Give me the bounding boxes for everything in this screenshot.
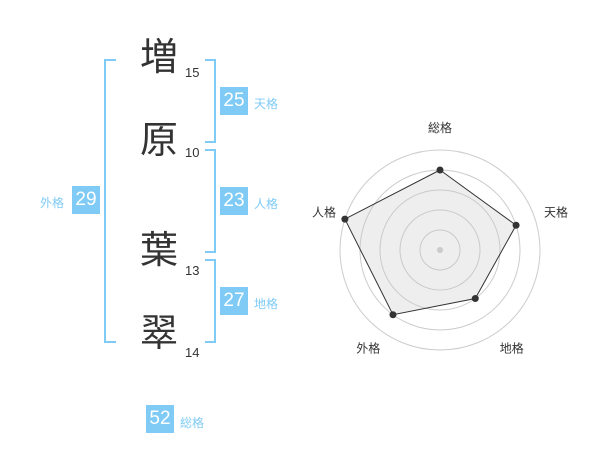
jinkaku-value: 23 bbox=[220, 187, 248, 215]
radar-center bbox=[437, 247, 443, 253]
character-3: 葉 bbox=[140, 228, 179, 272]
radar-ring bbox=[399, 209, 481, 291]
radar-ring bbox=[379, 189, 501, 311]
character-4: 翠 bbox=[140, 311, 179, 355]
character-1: 増 bbox=[140, 35, 179, 79]
radar-point bbox=[341, 215, 349, 223]
radar-point bbox=[471, 295, 479, 303]
tenkaku-value: 25 bbox=[220, 87, 248, 115]
radar-point bbox=[512, 221, 520, 229]
stroke-count-1: 15 bbox=[185, 65, 200, 80]
gaikaku-value: 29 bbox=[72, 186, 100, 214]
radar-axis-label: 天格 bbox=[544, 204, 568, 219]
chikaku-bracket bbox=[205, 259, 216, 343]
radar-polygon bbox=[344, 169, 517, 316]
tenkaku-bracket bbox=[205, 59, 216, 143]
radar-point bbox=[436, 166, 444, 174]
soukaku-value: 52 bbox=[146, 405, 174, 433]
soukaku-label: 総格 bbox=[180, 416, 205, 430]
jinkaku-bracket bbox=[205, 149, 216, 253]
stroke-count-4: 14 bbox=[185, 345, 200, 360]
radar-axis-label: 総格 bbox=[428, 120, 452, 135]
character-2: 原 bbox=[140, 118, 179, 162]
gaikaku-label: 外格 bbox=[40, 196, 65, 210]
tenkaku-label: 天格 bbox=[254, 97, 279, 111]
chikaku-value: 27 bbox=[220, 287, 248, 315]
radar-axis-label: 地格 bbox=[500, 341, 524, 356]
radar-axis-label: 外格 bbox=[356, 341, 380, 356]
stroke-count-3: 13 bbox=[185, 263, 200, 278]
stroke-count-2: 10 bbox=[185, 145, 200, 160]
radar-axis-label: 人格 bbox=[312, 204, 336, 219]
radar-point bbox=[389, 311, 397, 319]
chikaku-label: 地格 bbox=[254, 297, 279, 311]
radar-ring bbox=[339, 149, 541, 351]
gaikaku-bracket bbox=[104, 59, 116, 343]
jinkaku-label: 人格 bbox=[254, 197, 279, 211]
radar-ring bbox=[419, 229, 461, 271]
